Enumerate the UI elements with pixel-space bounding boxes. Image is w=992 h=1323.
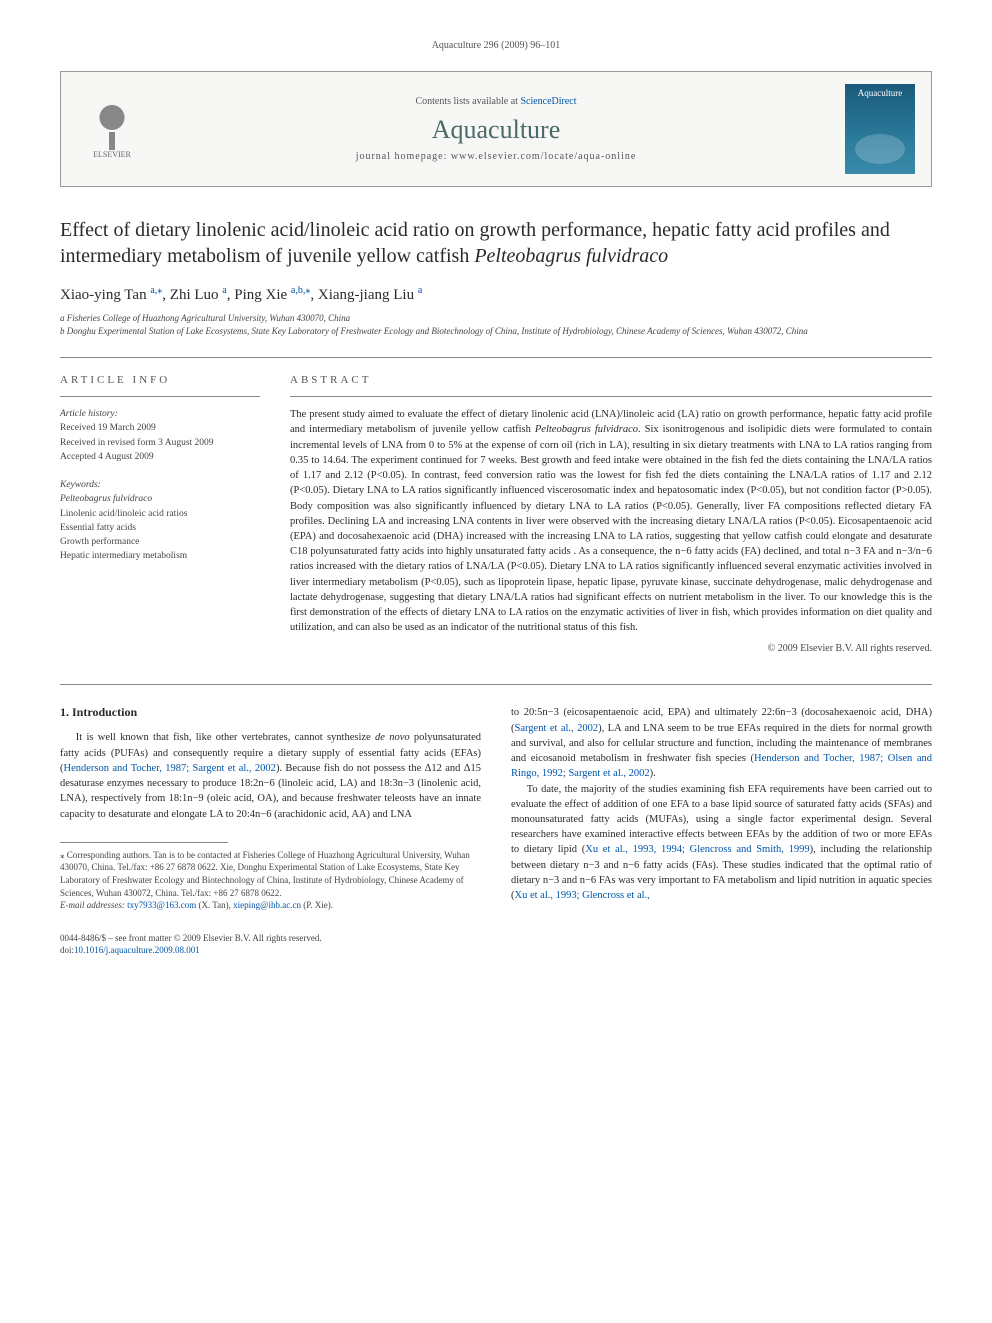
keywords-block: Keywords: Pelteobagrus fulvidracoLinolen… bbox=[60, 478, 260, 564]
article-info-heading: ARTICLE INFO bbox=[60, 374, 260, 386]
homepage-prefix: journal homepage: bbox=[356, 151, 451, 162]
contents-prefix: Contents lists available at bbox=[415, 96, 520, 107]
sciencedirect-link[interactable]: ScienceDirect bbox=[520, 96, 576, 107]
footnote-text: ⁎ Corresponding authors. Tan is to be co… bbox=[60, 849, 481, 899]
intro-para-left: It is well known that fish, like other v… bbox=[60, 730, 481, 821]
abstract-part-2: . Six isonitrogenous and isolipidic diet… bbox=[290, 424, 932, 633]
journal-cover: Aquaculture bbox=[845, 84, 915, 174]
citation-link[interactable]: Henderson and Tocher, 1987; Olsen and Ri… bbox=[511, 753, 932, 779]
publisher-logo: ELSEVIER bbox=[77, 89, 147, 169]
homepage-line: journal homepage: www.elsevier.com/locat… bbox=[147, 151, 845, 162]
journal-banner: ELSEVIER Contents lists available at Sci… bbox=[60, 71, 932, 187]
elsevier-tree-icon bbox=[87, 100, 137, 150]
article-history: Article history: Received 19 March 2009R… bbox=[60, 407, 260, 464]
journal-name: Aquaculture bbox=[147, 115, 845, 145]
corresponding-footnote: ⁎ Corresponding authors. Tan is to be co… bbox=[60, 849, 481, 912]
citation-link[interactable]: Henderson and Tocher, 1987; Sargent et a… bbox=[64, 763, 276, 774]
keyword-line: Essential fatty acids bbox=[60, 521, 260, 535]
email-who-2: (P. Xie). bbox=[301, 900, 333, 910]
info-divider bbox=[60, 396, 260, 397]
abstract-text: The present study aimed to evaluate the … bbox=[290, 407, 932, 635]
page-footer: 0044-8486/$ – see front matter © 2009 El… bbox=[60, 932, 932, 957]
footer-copyright: 0044-8486/$ – see front matter © 2009 El… bbox=[60, 932, 932, 945]
body-right-column: to 20:5n−3 (eicosapentaenoic acid, EPA) … bbox=[511, 705, 932, 911]
homepage-url: www.elsevier.com/locate/aqua-online bbox=[451, 151, 636, 162]
abstract-species: Pelteobagrus fulvidraco bbox=[535, 424, 638, 435]
author-name: , Zhi Luo bbox=[162, 287, 222, 303]
history-line: Received 19 March 2009 bbox=[60, 421, 260, 435]
section-divider bbox=[60, 357, 932, 358]
author-name: Xiao-ying Tan bbox=[60, 287, 150, 303]
email-link-1[interactable]: txy7933@163.com bbox=[127, 900, 196, 910]
title-species: Pelteobagrus fulvidraco bbox=[474, 245, 668, 267]
body-left-column: 1. Introduction It is well known that fi… bbox=[60, 705, 481, 911]
citation-link[interactable]: Sargent et al., 2002 bbox=[515, 723, 599, 734]
doi-link[interactable]: 10.1016/j.aquaculture.2009.08.001 bbox=[74, 945, 200, 955]
keyword-line: Growth performance bbox=[60, 535, 260, 549]
contents-line: Contents lists available at ScienceDirec… bbox=[147, 96, 845, 107]
citation-link[interactable]: Xu et al., 1993; Glencross et al., bbox=[515, 890, 650, 901]
keyword-line: Linolenic acid/linoleic acid ratios bbox=[60, 507, 260, 521]
footnote-emails: E-mail addresses: txy7933@163.com (X. Ta… bbox=[60, 899, 481, 912]
info-abstract-row: ARTICLE INFO Article history: Received 1… bbox=[60, 374, 932, 654]
history-line: Received in revised form 3 August 2009 bbox=[60, 436, 260, 450]
abstract-heading: ABSTRACT bbox=[290, 374, 932, 386]
intro-para-right-1: to 20:5n−3 (eicosapentaenoic acid, EPA) … bbox=[511, 705, 932, 781]
abstract-divider bbox=[290, 396, 932, 397]
author-affil-sup: a,b, bbox=[291, 285, 305, 296]
article-info-column: ARTICLE INFO Article history: Received 1… bbox=[60, 374, 260, 654]
intro-para-right-2: To date, the majority of the studies exa… bbox=[511, 782, 932, 904]
citation-link[interactable]: Xu et al., 1993, 1994; Glencross and Smi… bbox=[585, 844, 809, 855]
article-title: Effect of dietary linolenic acid/linolei… bbox=[60, 217, 932, 269]
doi-prefix: doi: bbox=[60, 945, 74, 955]
affiliation-line: b Donghu Experimental Station of Lake Ec… bbox=[60, 325, 932, 338]
footnote-divider bbox=[60, 842, 228, 843]
footer-doi-line: doi:10.1016/j.aquaculture.2009.08.001 bbox=[60, 944, 932, 957]
author-affil-sup: a bbox=[418, 285, 422, 296]
abstract-copyright: © 2009 Elsevier B.V. All rights reserved… bbox=[290, 643, 932, 654]
banner-center: Contents lists available at ScienceDirec… bbox=[147, 96, 845, 162]
affiliations: a Fisheries College of Huazhong Agricult… bbox=[60, 312, 932, 337]
email-who-1: (X. Tan), bbox=[196, 900, 233, 910]
body-divider bbox=[60, 684, 932, 685]
abstract-column: ABSTRACT The present study aimed to eval… bbox=[290, 374, 932, 654]
author-list: Xiao-ying Tan a,⁎, Zhi Luo a, Ping Xie a… bbox=[60, 285, 932, 304]
history-line: Accepted 4 August 2009 bbox=[60, 450, 260, 464]
history-label: Article history: bbox=[60, 407, 260, 421]
body-columns: 1. Introduction It is well known that fi… bbox=[60, 705, 932, 911]
email-link-2[interactable]: xieping@ihb.ac.cn bbox=[233, 900, 301, 910]
running-header: Aquaculture 296 (2009) 96–101 bbox=[60, 40, 932, 51]
keywords-label: Keywords: bbox=[60, 478, 260, 492]
email-label: E-mail addresses: bbox=[60, 900, 127, 910]
affiliation-line: a Fisheries College of Huazhong Agricult… bbox=[60, 312, 932, 325]
intro-heading: 1. Introduction bbox=[60, 705, 481, 720]
keyword-line: Hepatic intermediary metabolism bbox=[60, 549, 260, 563]
author-name: , Xiang-jiang Liu bbox=[310, 287, 417, 303]
publisher-label: ELSEVIER bbox=[93, 150, 131, 159]
keyword-line: Pelteobagrus fulvidraco bbox=[60, 492, 260, 506]
author-name: , Ping Xie bbox=[227, 287, 291, 303]
